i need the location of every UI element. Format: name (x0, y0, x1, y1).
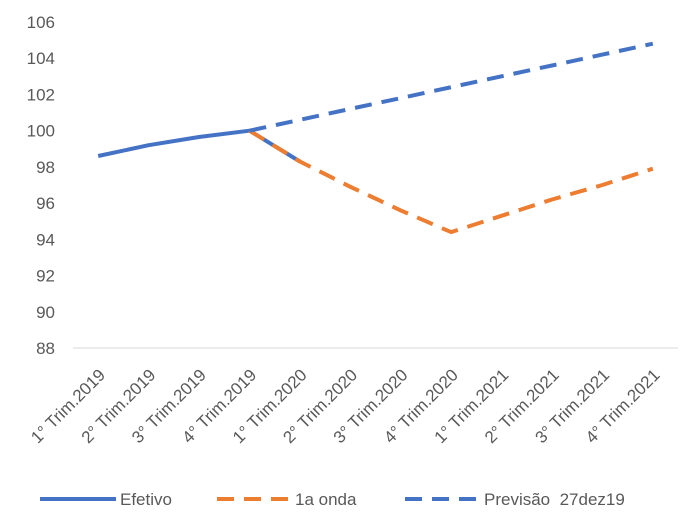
legend-label-0: Efetivo (120, 490, 172, 509)
legend-label-1: 1a onda (295, 490, 357, 509)
y-tick-label: 96 (36, 194, 55, 213)
legend: Efetivo 1a onda Previsão 27dez19 (40, 490, 625, 509)
y-tick-label: 94 (36, 230, 55, 249)
legend-label-2: Previsão 27dez19 (484, 490, 625, 509)
y-tick-label: 104 (27, 49, 55, 68)
y-tick-label: 106 (27, 13, 55, 32)
y-tick-label: 90 (36, 303, 55, 322)
series-line-1 (248, 128, 654, 235)
y-axis: 88 90 92 94 96 98 100 102 104 106 (27, 13, 55, 358)
y-tick-label: 88 (36, 339, 55, 358)
y-tick-label: 98 (36, 158, 55, 177)
y-tick-label: 100 (27, 122, 55, 141)
series-layer (97, 41, 654, 235)
y-tick-label: 102 (27, 85, 55, 104)
series-line-0 (97, 128, 301, 164)
y-tick-label: 92 (36, 267, 55, 286)
series-line-2 (249, 41, 654, 133)
